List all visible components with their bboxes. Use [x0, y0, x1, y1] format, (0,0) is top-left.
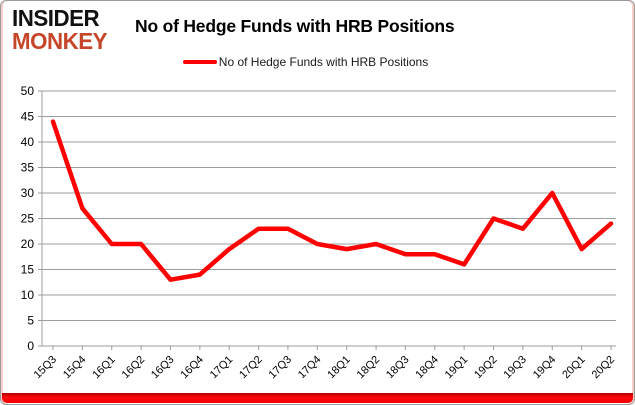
y-tick-label: 40 [21, 135, 35, 149]
y-tick-label: 5 [27, 314, 34, 328]
x-tick-label: 19Q4 [531, 354, 559, 382]
y-tick-label: 25 [21, 212, 35, 226]
x-tick-label: 16Q1 [90, 354, 118, 382]
x-tick-label: 19Q1 [443, 354, 471, 382]
legend-label: No of Hedge Funds with HRB Positions [218, 55, 429, 69]
y-tick-label: 20 [21, 237, 35, 251]
y-tick-label: 35 [21, 161, 35, 175]
legend: No of Hedge Funds with HRB Positions [1, 55, 622, 69]
legend-line-swatch-icon [182, 60, 217, 64]
x-tick-label: 15Q4 [61, 354, 89, 382]
data-line [50, 119, 614, 282]
y-tick-label: 30 [21, 186, 35, 200]
y-tick-label: 45 [21, 110, 35, 124]
x-tick-label: 17Q3 [267, 354, 295, 382]
bottom-accent-bar [2, 393, 633, 403]
x-tick-label: 19Q2 [472, 354, 500, 382]
x-tick-label: 19Q3 [501, 354, 529, 382]
y-tick-label: 50 [21, 84, 35, 98]
x-tick-label: 17Q4 [296, 354, 324, 382]
x-tick-label: 18Q3 [384, 354, 412, 382]
y-tick-label: 15 [21, 263, 35, 277]
x-tick-label: 16Q4 [178, 354, 206, 382]
x-tick-label: 18Q1 [325, 354, 353, 382]
x-tick-label: 20Q2 [590, 354, 618, 382]
logo-line-insider: INSIDER [12, 5, 100, 31]
insider-monkey-logo: INSIDER MONKEY [12, 7, 107, 52]
y-tick-label: 10 [21, 288, 35, 302]
x-tick-label: 17Q1 [208, 354, 236, 382]
x-tick-label: 16Q2 [120, 354, 148, 382]
page-title: No of Hedge Funds with HRB Positions [135, 16, 455, 36]
y-tick-label: 0 [27, 339, 34, 353]
x-tick-label: 20Q1 [560, 354, 588, 382]
x-tick-label: 18Q4 [413, 354, 441, 382]
logo-line-monkey: MONKEY [12, 27, 108, 54]
x-tick-label: 15Q3 [32, 354, 60, 382]
x-tick-label: 16Q3 [149, 354, 177, 382]
x-tick-label: 17Q2 [237, 354, 265, 382]
x-tick-label: 18Q2 [355, 354, 383, 382]
